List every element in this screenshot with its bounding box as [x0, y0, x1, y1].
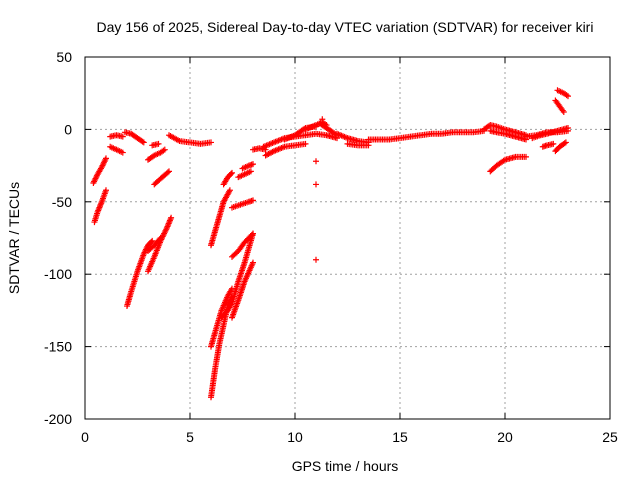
- x-tick-label: 25: [602, 429, 618, 445]
- x-tick-label: 20: [497, 429, 513, 445]
- y-tick-labels: 50 0 -50 -100 -150 -200: [44, 49, 72, 427]
- data-point: [119, 149, 126, 156]
- data-point: [248, 231, 255, 238]
- data-points: [90, 87, 571, 401]
- x-axis-label: GPS time / hours: [292, 458, 399, 474]
- data-point: [156, 236, 163, 243]
- x-tick-label: 5: [186, 429, 194, 445]
- data-point: [149, 237, 156, 244]
- data-point: [103, 155, 109, 162]
- x-tick-label: 10: [287, 429, 303, 445]
- data-point: [226, 187, 233, 194]
- y-tick-label: -50: [52, 194, 72, 210]
- data-point: [565, 93, 571, 100]
- data-point: [247, 168, 254, 175]
- data-point: [313, 158, 319, 165]
- data-point: [523, 153, 529, 160]
- data-point: [561, 140, 568, 147]
- data-point: [560, 109, 567, 116]
- chart-title: Day 156 of 2025, Sidereal Day-to-day VTE…: [97, 19, 594, 35]
- plot-frame: [84, 56, 611, 420]
- y-tick-label: -150: [44, 339, 72, 355]
- data-point: [302, 140, 309, 147]
- axis-ticks: [84, 56, 611, 420]
- data-point: [565, 124, 571, 131]
- data-point: [103, 187, 109, 194]
- y-axis-label: SDTVAR / TECUs: [6, 182, 22, 294]
- data-point: [313, 256, 319, 263]
- data-point: [155, 140, 162, 147]
- data-point: [229, 169, 235, 176]
- data-point: [139, 138, 146, 145]
- y-tick-label: 50: [56, 49, 72, 65]
- data-point: [365, 142, 372, 149]
- data-point: [208, 139, 214, 146]
- data-point: [313, 181, 319, 188]
- data-point: [562, 139, 569, 146]
- y-tick-label: 0: [64, 121, 72, 137]
- x-tick-label: 0: [81, 429, 89, 445]
- data-point: [250, 197, 256, 204]
- data-point: [250, 161, 256, 168]
- data-point: [140, 139, 147, 146]
- x-tick-labels: 0 5 10 15 20 25: [81, 429, 618, 445]
- data-point: [550, 140, 557, 147]
- data-point: [319, 116, 326, 123]
- data-point: [119, 133, 126, 140]
- grid: [85, 57, 610, 419]
- data-point: [166, 168, 172, 175]
- data-point: [161, 146, 168, 153]
- data-point: [168, 214, 175, 221]
- data-point: [148, 238, 155, 245]
- data-point: [164, 169, 171, 176]
- y-tick-label: -100: [44, 266, 72, 282]
- data-point: [227, 170, 234, 177]
- x-tick-label: 15: [392, 429, 408, 445]
- data-point: [250, 230, 256, 237]
- data-point: [157, 235, 164, 241]
- y-tick-label: -200: [44, 411, 72, 427]
- data-point: [250, 259, 256, 266]
